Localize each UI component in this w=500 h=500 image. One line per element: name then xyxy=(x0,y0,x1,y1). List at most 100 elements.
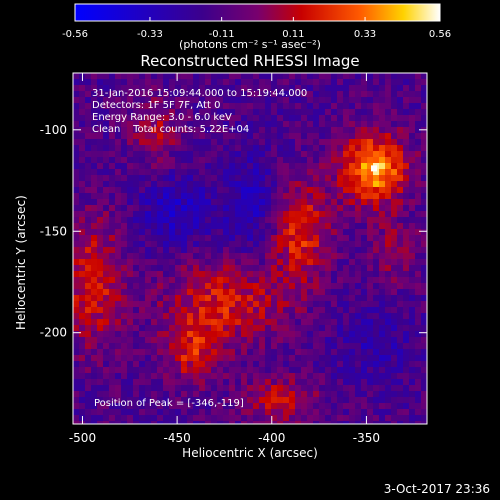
heatmap-cell xyxy=(193,181,199,187)
heatmap-cell xyxy=(289,331,295,337)
heatmap-cell xyxy=(325,409,331,415)
heatmap-cell xyxy=(181,223,187,229)
heatmap-cell xyxy=(175,361,181,367)
heatmap-cell xyxy=(151,313,157,319)
heatmap-cell xyxy=(145,313,151,319)
heatmap-cell xyxy=(349,229,355,235)
heatmap-cell xyxy=(343,133,349,139)
heatmap-cell xyxy=(379,199,385,205)
heatmap-cell xyxy=(205,223,211,229)
heatmap-cell xyxy=(313,367,319,373)
heatmap-cell xyxy=(391,175,397,181)
heatmap-cell xyxy=(247,373,253,379)
heatmap-cell xyxy=(283,223,289,229)
heatmap-cell xyxy=(229,367,235,373)
heatmap-cell xyxy=(217,193,223,199)
heatmap-cell xyxy=(151,259,157,265)
heatmap-cell xyxy=(277,349,283,355)
heatmap-cell xyxy=(307,133,313,139)
heatmap-cell xyxy=(337,169,343,175)
heatmap-cell xyxy=(241,97,247,103)
heatmap-cell xyxy=(127,367,133,373)
heatmap-cell xyxy=(133,271,139,277)
heatmap-cell xyxy=(223,175,229,181)
heatmap-cell xyxy=(343,175,349,181)
heatmap-cell xyxy=(205,259,211,265)
heatmap-cell xyxy=(373,325,379,331)
heatmap-cell xyxy=(391,187,397,193)
heatmap-cell xyxy=(181,379,187,385)
heatmap-cell xyxy=(409,217,415,223)
heatmap-cell xyxy=(133,247,139,253)
x-tick-label: -350 xyxy=(353,431,380,445)
heatmap-cell xyxy=(187,409,193,415)
heatmap-cell xyxy=(385,193,391,199)
heatmap-cell xyxy=(415,355,421,361)
heatmap-cell xyxy=(379,277,385,283)
heatmap-cell xyxy=(307,421,313,424)
heatmap-cell xyxy=(223,319,229,325)
heatmap-cell xyxy=(247,133,253,139)
heatmap-cell xyxy=(175,217,181,223)
heatmap-cell xyxy=(355,115,361,121)
heatmap-cell xyxy=(85,277,91,283)
heatmap-cell xyxy=(205,151,211,157)
heatmap-cell xyxy=(121,301,127,307)
heatmap-cell xyxy=(403,217,409,223)
heatmap-cell xyxy=(283,283,289,289)
heatmap-cell xyxy=(421,151,427,157)
heatmap-cell xyxy=(397,97,403,103)
heatmap-cell xyxy=(235,217,241,223)
heatmap-cell xyxy=(73,205,79,211)
heatmap-cell xyxy=(379,235,385,241)
heatmap-cell xyxy=(313,337,319,343)
heatmap-cell xyxy=(115,397,121,403)
heatmap-cell xyxy=(343,373,349,379)
heatmap-cell xyxy=(349,73,355,79)
heatmap-cell xyxy=(409,127,415,133)
heatmap-cell xyxy=(205,403,211,409)
heatmap-cell xyxy=(337,115,343,121)
heatmap-cell xyxy=(253,385,259,391)
heatmap-cell xyxy=(367,307,373,313)
heatmap-cell xyxy=(253,211,259,217)
heatmap-cell xyxy=(199,169,205,175)
heatmap-cell xyxy=(163,139,169,145)
heatmap-cell xyxy=(289,337,295,343)
heatmap-cell xyxy=(97,397,103,403)
heatmap-cell xyxy=(373,127,379,133)
heatmap-cell xyxy=(145,355,151,361)
heatmap-cell xyxy=(247,271,253,277)
heatmap-cell xyxy=(97,133,103,139)
heatmap-cell xyxy=(343,313,349,319)
heatmap-cell xyxy=(409,181,415,187)
heatmap-cell xyxy=(391,157,397,163)
heatmap-cell xyxy=(139,223,145,229)
heatmap-cell xyxy=(199,367,205,373)
heatmap-cell xyxy=(151,157,157,163)
heatmap-cell xyxy=(421,265,427,271)
heatmap-cell xyxy=(151,145,157,151)
heatmap-cell xyxy=(397,163,403,169)
heatmap-cell xyxy=(367,157,373,163)
heatmap-cell xyxy=(103,205,109,211)
heatmap-cell xyxy=(379,421,385,424)
heatmap-cell xyxy=(169,409,175,415)
heatmap-cell xyxy=(349,199,355,205)
heatmap-cell xyxy=(241,169,247,175)
heatmap-cell xyxy=(157,403,163,409)
heatmap-cell xyxy=(121,313,127,319)
heatmap-cell xyxy=(241,265,247,271)
heatmap-cell xyxy=(187,319,193,325)
heatmap-cell xyxy=(175,109,181,115)
heatmap-cell xyxy=(337,313,343,319)
heatmap-cell xyxy=(115,319,121,325)
heatmap-cell xyxy=(145,73,151,79)
heatmap-cell xyxy=(229,259,235,265)
heatmap-cell xyxy=(73,409,79,415)
heatmap-cell xyxy=(181,295,187,301)
heatmap-cell xyxy=(85,163,91,169)
heatmap-cell xyxy=(91,223,97,229)
heatmap-cell xyxy=(199,73,205,79)
heatmap-cell xyxy=(367,301,373,307)
